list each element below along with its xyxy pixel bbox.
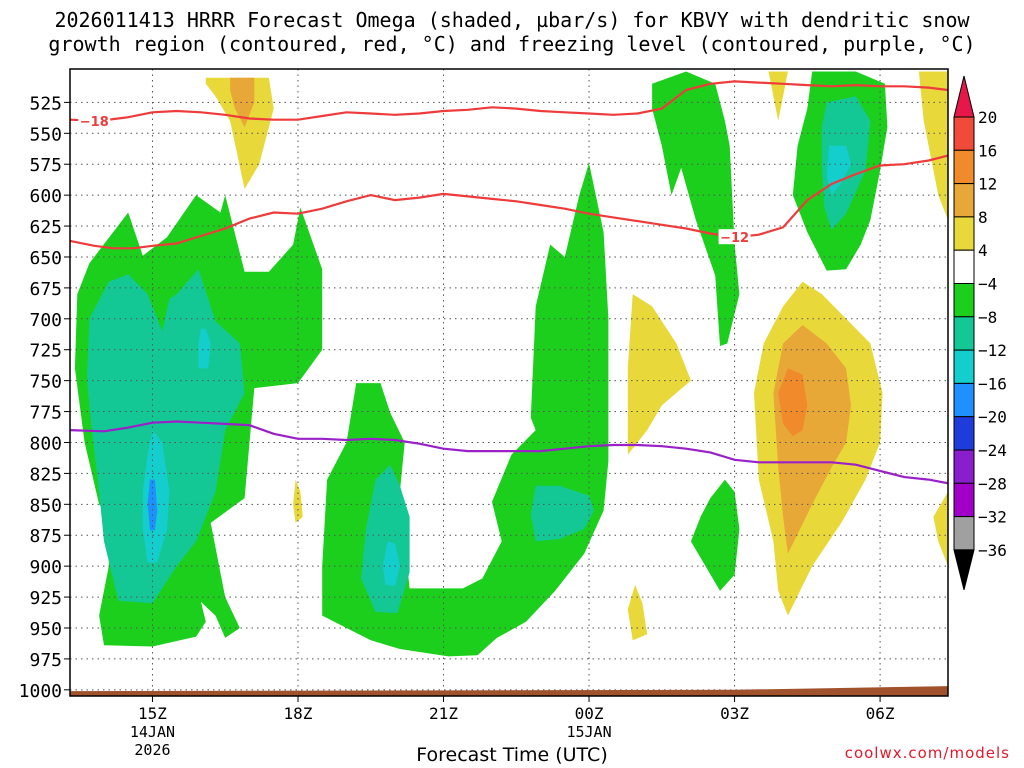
terrain-fill: [70, 686, 948, 696]
colorbar-bin-4: [953, 216, 975, 251]
y-tick-label-750: 750: [29, 372, 62, 393]
watermark: coolwx.com/models: [844, 744, 1010, 762]
omega-region-19: [778, 368, 808, 437]
omega-region-6: [361, 464, 410, 614]
colorbar-label-5: −4: [978, 275, 997, 294]
contour-line-0: [70, 80, 948, 123]
x-tick-label-06Z: 06Z: [866, 704, 895, 723]
colorbar-bin-8: [953, 349, 975, 384]
y-tick-label-775: 775: [29, 403, 62, 424]
colorbar-label-9: −20: [978, 408, 1007, 427]
omega-region-8: [530, 485, 594, 542]
colorbar-arrow-bottom: [953, 549, 975, 591]
y-tick-label-825: 825: [29, 464, 62, 485]
x-tick-label-21Z: 21Z: [429, 704, 458, 723]
contour-label-1: −12: [720, 231, 749, 246]
colorbar-bin-7: [953, 316, 975, 351]
colorbar-label-13: −36: [978, 541, 1007, 560]
omega-region-22: [933, 491, 948, 567]
x-tick-label-00Z: 00Z: [575, 704, 604, 723]
colorbar-label-10: −24: [978, 441, 1007, 460]
omega-region-20: [768, 71, 788, 121]
omega-region-15: [230, 77, 255, 128]
colorbar-label-7: −12: [978, 341, 1007, 360]
colorbar-arrow-top: [953, 75, 975, 118]
y-tick-label-975: 975: [29, 650, 62, 671]
colorbar-label-1: 16: [978, 141, 997, 160]
y-tick-label-800: 800: [29, 433, 62, 454]
y-tick-label-675: 675: [29, 279, 62, 300]
x-axis-title: Forecast Time (UTC): [416, 744, 608, 766]
terrain: [70, 686, 948, 696]
contour-line-1: [70, 154, 948, 250]
y-tick-label-600: 600: [29, 186, 62, 207]
colorbar-label-11: −28: [978, 474, 1007, 493]
contour-label-0: −18: [80, 115, 109, 130]
omega-region-7: [382, 541, 400, 586]
colorbar-label-8: −16: [978, 374, 1007, 393]
y-tick-label-575: 575: [29, 155, 62, 176]
contour-lines: −18 −12: [70, 80, 948, 485]
colorbar-bin-13: [953, 516, 975, 551]
y-tick-label-625: 625: [29, 217, 62, 238]
colorbar-bin-2: [953, 149, 975, 185]
omega-region-10: [690, 479, 740, 591]
y-tick-label-850: 850: [29, 495, 62, 516]
colorbar-label-6: −8: [978, 308, 997, 327]
y-tick-label-950: 950: [29, 619, 62, 640]
x-tick-label-18Z: 18Z: [284, 704, 313, 723]
plot-frame: [69, 68, 949, 697]
colorbar-label-3: 8: [978, 208, 988, 227]
colorbar-bin-6: [953, 283, 975, 318]
y-tick-label-875: 875: [29, 526, 62, 547]
contour-label-bg-1: [718, 229, 751, 245]
chart-title-line-1: 2026011413 HRRR Forecast Omega (shaded, …: [54, 8, 970, 32]
y-tick-label-650: 650: [29, 248, 62, 269]
x-tick-label-15Z: 15Z: [138, 704, 167, 723]
contour-line-2: [70, 420, 948, 485]
omega-region-14: [205, 77, 274, 189]
colorbar-bin-3: [953, 183, 975, 218]
omega-shading: [74, 71, 948, 657]
chart-title-line-2: growth region (contoured, red, °C) and f…: [48, 32, 976, 56]
y-tick-label-900: 900: [29, 557, 62, 578]
y-tick-label-700: 700: [29, 310, 62, 331]
omega-region-4: [198, 328, 211, 369]
y-tick-label-550: 550: [29, 124, 62, 145]
colorbar: 20 16 12 8 4 −4 −8 −12 −16 −20 −24 −28 −32 −36: [953, 75, 1007, 591]
omega-region-9: [652, 71, 740, 346]
omega-region-23: [627, 584, 648, 641]
colorbar-bin-12: [953, 482, 975, 518]
colorbar-label-4: 4: [978, 241, 988, 260]
x-tick-date-15Z: 14JAN: [130, 723, 175, 741]
colorbar-bin-1: [953, 116, 975, 151]
colorbar-label-0: 20: [978, 108, 997, 127]
x-tick-label-03Z: 03Z: [720, 704, 749, 723]
colorbar-bin-11: [953, 449, 975, 484]
colorbar-bin-5: [953, 249, 975, 284]
x-tick-date-00Z: 15JAN: [566, 723, 611, 741]
omega-region-21: [918, 71, 948, 220]
colorbar-label-12: −32: [978, 508, 1007, 527]
colorbar-bin-10: [953, 416, 975, 451]
y-tick-label-725: 725: [29, 341, 62, 362]
omega-region-16: [627, 294, 691, 455]
y-tick-label-525: 525: [29, 93, 62, 114]
contour-label-bg-0: [78, 112, 111, 128]
x-tick-year-15Z: 2026: [134, 741, 170, 759]
colorbar-label-2: 12: [978, 175, 997, 194]
y-tick-label-1000: 1000: [19, 681, 62, 702]
y-axis: 525 550 575 600 625 650 675 700 725 750 775 800 825 8…: [19, 93, 70, 702]
omega-region-24: [293, 479, 303, 523]
colorbar-bin-9: [953, 382, 975, 418]
y-tick-label-925: 925: [29, 588, 62, 609]
